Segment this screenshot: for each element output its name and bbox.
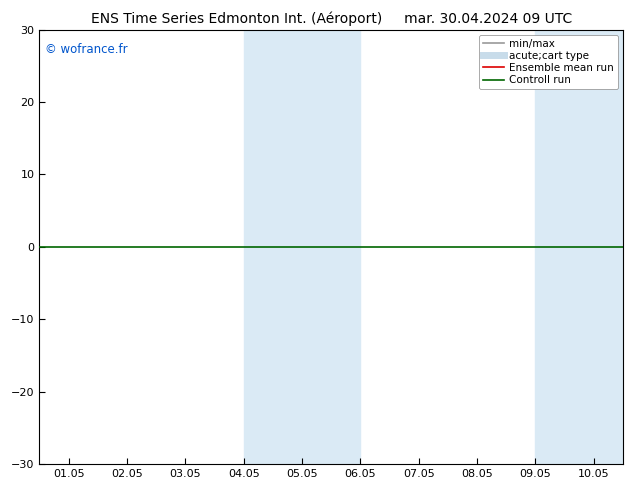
Title: ENS Time Series Edmonton Int. (Aéroport)     mar. 30.04.2024 09 UTC: ENS Time Series Edmonton Int. (Aéroport)… <box>91 11 572 25</box>
Legend: min/max, acute;cart type, Ensemble mean run, Controll run: min/max, acute;cart type, Ensemble mean … <box>479 35 618 89</box>
Bar <box>535 29 623 464</box>
Text: © wofrance.fr: © wofrance.fr <box>45 43 128 55</box>
Bar <box>243 29 360 464</box>
